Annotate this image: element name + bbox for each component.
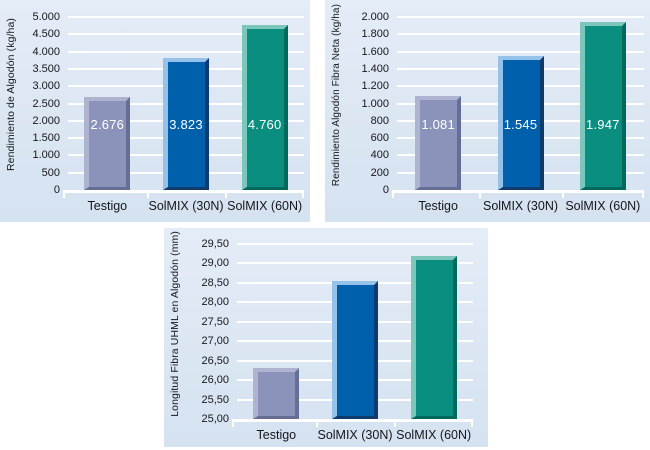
bar-solmix-30n <box>497 56 544 190</box>
bar-value-label: 1.947 <box>586 117 620 132</box>
x-category-label: SolMIX (60N) <box>227 199 303 213</box>
bar-value-label: 2.676 <box>90 117 125 132</box>
y-tick-label: 2.000 <box>32 114 60 127</box>
x-axis-tick <box>471 422 473 427</box>
x-category-label: SolMIX (60N) <box>396 428 472 442</box>
plot-area <box>232 243 473 427</box>
y-tick-label: 1.200 <box>361 80 389 93</box>
y-tick-label: 4.500 <box>32 28 60 41</box>
x-axis-tick <box>479 193 482 198</box>
y-tick-label: 1.500 <box>32 132 60 145</box>
x-category-label: SolMIX (30N) <box>148 199 224 213</box>
bar-solmix-30n <box>163 58 209 190</box>
bar-value-label: 3.823 <box>169 117 203 132</box>
y-tick-label: 800 <box>370 114 389 127</box>
x-axis-line <box>232 419 473 422</box>
gridline <box>68 16 304 18</box>
x-axis-line <box>63 190 304 193</box>
x-axis-tick <box>315 422 318 427</box>
y-tick-label: 500 <box>41 166 60 179</box>
y-tick-label: 28,50 <box>201 276 229 289</box>
y-tick-label: 200 <box>370 166 389 179</box>
x-category-label: SolMIX (60N) <box>565 199 641 213</box>
y-tick-label: 1.000 <box>32 149 60 162</box>
y-tick-label: 29,50 <box>201 238 229 250</box>
chart-panel-longitud-fibra: Longitud Fibra UHML en Algodón (mm) 29,5… <box>164 228 488 447</box>
y-tick-label: 0 <box>53 184 60 196</box>
plot-area: 2.676 3.823 4.760 <box>63 16 304 198</box>
x-axis-tick <box>146 193 149 198</box>
x-axis-line <box>392 190 644 193</box>
bar-value-label: 4.760 <box>247 117 282 132</box>
gridline <box>397 16 644 18</box>
y-tick-label: 4.000 <box>32 45 60 58</box>
chart-panel-rendimiento-algodon: Rendimiento de Algodón (kg/ha) 2.676 3.82… <box>0 0 310 222</box>
y-axis-title: Rendimiento Algodón Fibra Neta (kg/ha) <box>330 3 342 187</box>
y-tick-label: 25,50 <box>201 393 229 406</box>
y-axis-title-box: Rendimiento Algodón Fibra Neta (kg/ha) <box>325 0 347 190</box>
x-axis-tick <box>394 422 397 427</box>
chart-panel-rendimiento-fibra-neta: Rendimiento Algodón Fibra Neta (kg/ha) 1… <box>325 0 650 222</box>
y-tick-label: 1.400 <box>361 62 389 75</box>
x-axis-tick <box>232 422 234 427</box>
x-category-label: Testigo <box>418 199 458 213</box>
x-axis-tick <box>63 193 65 198</box>
gridline <box>397 33 644 36</box>
gridline <box>237 243 473 245</box>
y-tick-label: 25,00 <box>201 413 229 425</box>
x-category-label: Testigo <box>87 199 128 213</box>
gridline <box>68 50 304 53</box>
x-category-label: Testigo <box>256 428 297 442</box>
gridline <box>68 33 304 36</box>
y-tick-label: 1.800 <box>361 28 389 41</box>
bar-solmix-30n <box>332 281 378 419</box>
y-tick-label: 1.000 <box>361 97 389 110</box>
y-tick-label: 26,00 <box>201 374 229 387</box>
y-tick-label: 27,00 <box>201 335 229 348</box>
x-category-label: SolMIX (30N) <box>482 199 559 213</box>
y-tick-label: 29,00 <box>201 257 229 270</box>
bar-testigo <box>84 97 131 190</box>
y-tick-label: 0 <box>382 184 389 196</box>
y-tick-label: 600 <box>370 132 389 145</box>
y-tick-label: 27,50 <box>201 315 229 328</box>
y-axis-title-box: Rendimiento de Algodón (kg/ha) <box>0 0 22 190</box>
y-tick-label: 26,50 <box>201 354 229 367</box>
y-tick-label: 400 <box>370 149 389 162</box>
y-tick-label: 5.000 <box>32 11 60 23</box>
x-category-label: SolMIX (30N) <box>317 428 393 442</box>
x-axis-tick <box>392 193 394 198</box>
bar-testigo <box>253 368 300 419</box>
y-axis-title: Longitud Fibra UHML en Algodón (mm) <box>169 230 181 417</box>
gridline <box>237 262 473 265</box>
x-axis-tick <box>225 193 228 198</box>
bar-testigo <box>415 96 462 190</box>
bar-solmix-60n <box>579 22 626 190</box>
y-tick-label: 28,00 <box>201 296 229 309</box>
bar-value-label: 1.081 <box>421 117 455 132</box>
x-axis-tick <box>561 193 564 198</box>
plot-area: 1.081 1.545 1.947 <box>392 16 644 198</box>
y-tick-label: 3.500 <box>32 62 60 75</box>
bar-solmix-60n <box>410 256 457 419</box>
bar-solmix-60n <box>241 25 288 190</box>
gridline <box>397 50 644 53</box>
y-axis-title-box: Longitud Fibra UHML en Algodón (mm) <box>164 228 186 419</box>
y-tick-label: 1.600 <box>361 45 389 58</box>
x-axis-tick <box>642 193 644 198</box>
y-tick-label: 2.000 <box>361 11 389 23</box>
bar-value-label: 1.545 <box>503 117 538 132</box>
x-axis-tick <box>302 193 304 198</box>
y-tick-label: 2.500 <box>32 97 60 110</box>
y-tick-label: 3.000 <box>32 80 60 93</box>
y-axis-title: Rendimiento de Algodón (kg/ha) <box>5 18 17 172</box>
